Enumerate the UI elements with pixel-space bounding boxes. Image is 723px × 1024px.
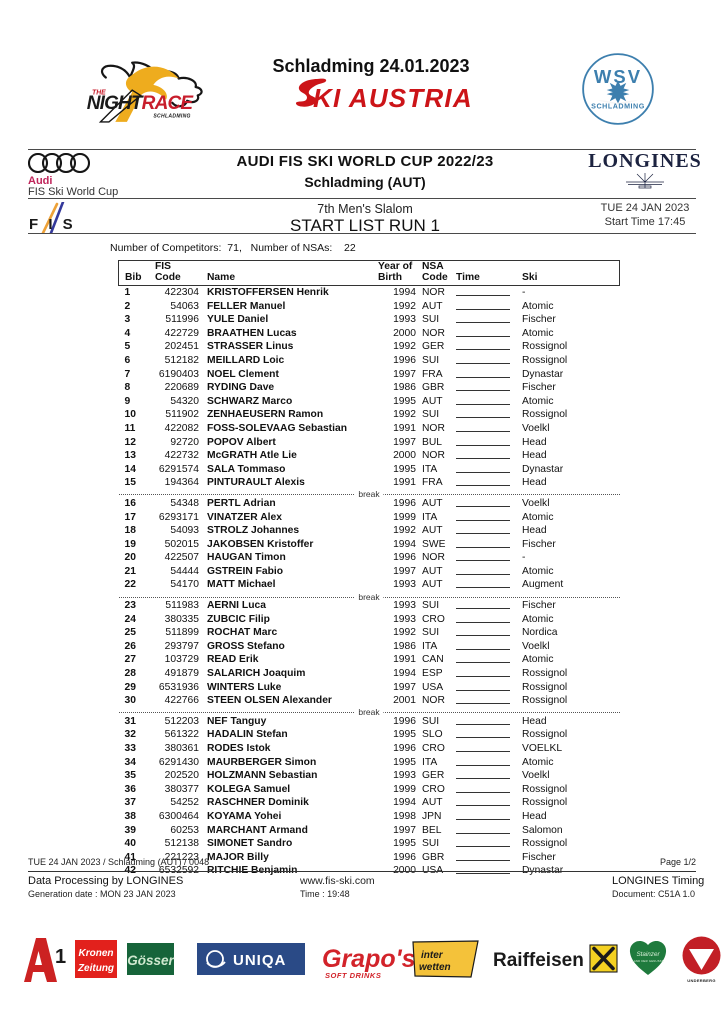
svg-text:wetten: wetten <box>419 962 451 973</box>
svg-text:Raiffeisen: Raiffeisen <box>493 950 584 971</box>
svg-text:Gösser: Gösser <box>127 953 174 968</box>
svg-text:SOFT DRINKS: SOFT DRINKS <box>325 971 381 980</box>
svg-text:F I S: F I S <box>29 216 76 233</box>
svg-text:SCHLADMING: SCHLADMING <box>153 114 190 120</box>
svg-text:UNDERBERG: UNDERBERG <box>687 978 715 983</box>
svg-text:SCHLADMING: SCHLADMING <box>591 102 645 110</box>
svg-text:inter: inter <box>421 950 444 961</box>
svg-text:LAND DER GENUSSE: LAND DER GENUSSE <box>632 959 664 963</box>
svg-text:1: 1 <box>55 946 66 968</box>
svg-text:Stainzer: Stainzer <box>636 951 660 958</box>
svg-text:KI AUSTRIA: KI AUSTRIA <box>313 83 473 113</box>
svg-text:Kronen: Kronen <box>79 948 114 959</box>
svg-text:NIGHTRACE: NIGHTRACE <box>87 93 195 114</box>
svg-text:UNIQA: UNIQA <box>233 952 286 969</box>
svg-text:Grapo's: Grapo's <box>322 945 416 973</box>
svg-text:Zeitung: Zeitung <box>77 963 114 974</box>
